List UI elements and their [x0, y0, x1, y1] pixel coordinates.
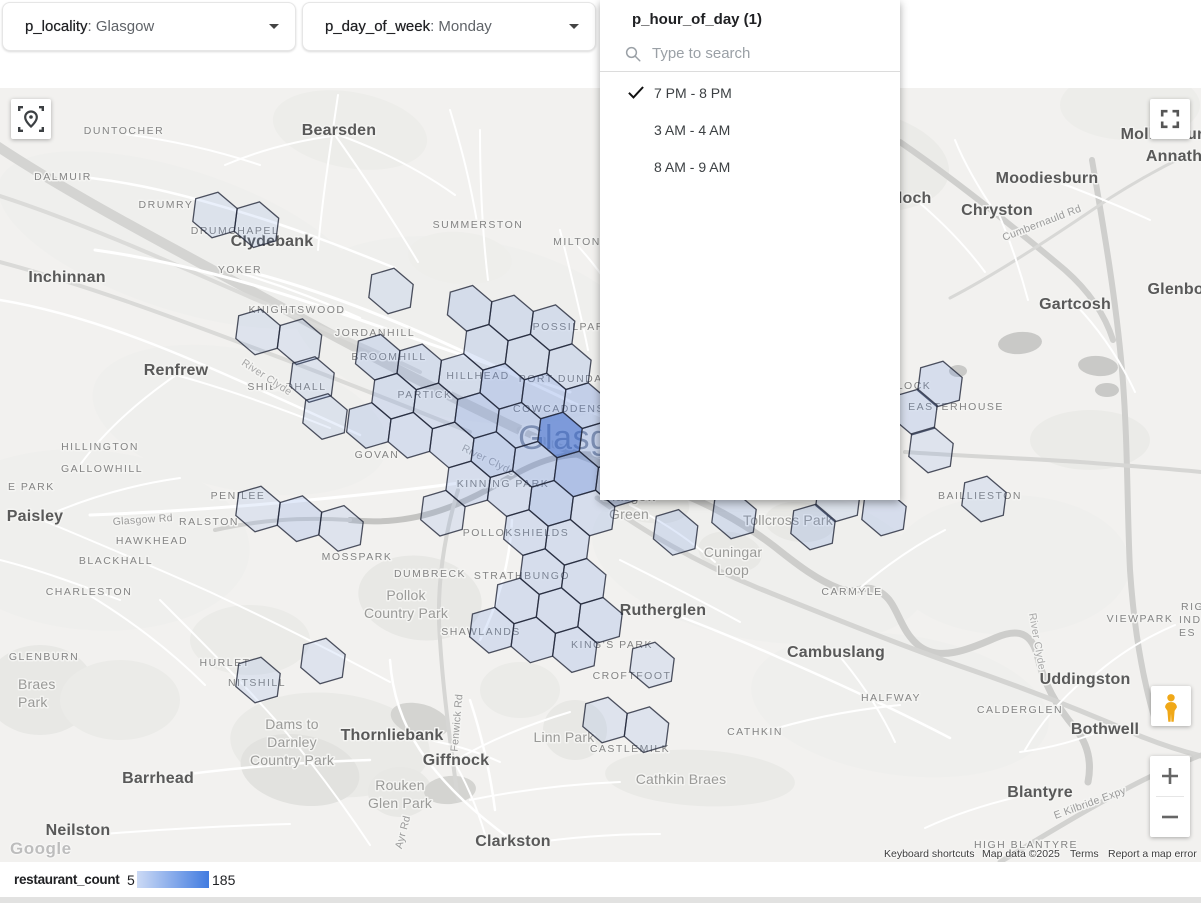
- svg-text:Pollok: Pollok: [386, 587, 426, 603]
- svg-text:BLACKHALL: BLACKHALL: [79, 555, 153, 567]
- svg-text:Loop: Loop: [717, 562, 749, 578]
- svg-text:BROOMHILL: BROOMHILL: [351, 351, 426, 363]
- svg-text:Rouken: Rouken: [375, 777, 424, 793]
- svg-text:E PARK: E PARK: [8, 481, 55, 493]
- svg-text:Clarkston: Clarkston: [475, 833, 551, 850]
- svg-text:Braes: Braes: [18, 676, 56, 692]
- svg-text:LOCK: LOCK: [897, 380, 932, 392]
- svg-text:DUMBRECK: DUMBRECK: [394, 568, 466, 580]
- svg-text:Barrhead: Barrhead: [122, 770, 194, 787]
- svg-text:Paisley: Paisley: [7, 508, 64, 525]
- svg-text:Linn Park: Linn Park: [534, 729, 596, 745]
- svg-text:Thornliebank: Thornliebank: [341, 727, 444, 744]
- svg-text:JORDANHILL: JORDANHILL: [335, 327, 415, 339]
- svg-text:GOVAN: GOVAN: [355, 449, 400, 461]
- svg-text:Gartcosh: Gartcosh: [1039, 296, 1111, 313]
- svg-text:Inchinnan: Inchinnan: [28, 269, 105, 286]
- svg-text:Tollcross Park: Tollcross Park: [743, 512, 834, 528]
- svg-text:Park: Park: [18, 694, 48, 710]
- svg-text:SUMMERSTON: SUMMERSTON: [433, 219, 524, 231]
- svg-text:Moodiesburn: Moodiesburn: [996, 170, 1099, 187]
- svg-text:Darnley: Darnley: [267, 734, 317, 750]
- svg-text:Chryston: Chryston: [961, 202, 1033, 219]
- svg-text:HIGH BLANTYRE: HIGH BLANTYRE: [974, 839, 1078, 851]
- svg-text:BAILLIESTON: BAILLIESTON: [938, 490, 1022, 502]
- svg-text:Blantyre: Blantyre: [1007, 784, 1073, 801]
- svg-text:HILLHEAD: HILLHEAD: [446, 370, 509, 382]
- svg-text:CATHKIN: CATHKIN: [727, 726, 783, 738]
- svg-text:COWCADDENS: COWCADDENS: [513, 403, 605, 415]
- svg-text:CROFTFOOT: CROFTFOOT: [593, 670, 672, 682]
- svg-text:INDUS: INDUS: [1179, 614, 1201, 626]
- svg-text:POSSILPARK: POSSILPARK: [533, 321, 614, 333]
- svg-text:DUNTOCHER: DUNTOCHER: [84, 125, 164, 137]
- svg-text:Glenboig: Glenboig: [1148, 281, 1201, 298]
- svg-text:HILLINGTON: HILLINGTON: [61, 441, 139, 453]
- svg-text:CARMYLE: CARMYLE: [821, 586, 882, 598]
- svg-text:DALMUIR: DALMUIR: [34, 171, 92, 183]
- svg-text:GALLOWHILL: GALLOWHILL: [61, 463, 143, 475]
- svg-text:HAWKHEAD: HAWKHEAD: [116, 535, 188, 547]
- svg-text:Annathill: Annathill: [1146, 148, 1201, 165]
- svg-text:Bearsden: Bearsden: [302, 122, 377, 139]
- svg-text:Country Park: Country Park: [364, 605, 449, 621]
- svg-text:PENILEE: PENILEE: [211, 490, 266, 502]
- svg-text:DRUMRY: DRUMRY: [139, 199, 194, 211]
- svg-text:Cuningar: Cuningar: [704, 544, 763, 560]
- svg-text:NITSHILL: NITSHILL: [228, 677, 286, 689]
- svg-text:Country Park: Country Park: [250, 752, 335, 768]
- svg-text:STRATHBUNGO: STRATHBUNGO: [474, 570, 570, 582]
- svg-text:CASTLEMILK: CASTLEMILK: [590, 743, 670, 755]
- svg-text:SHIELDHALL: SHIELDHALL: [247, 381, 326, 393]
- svg-text:KNIGHTSWOOD: KNIGHTSWOOD: [249, 304, 346, 316]
- svg-text:HALFWAY: HALFWAY: [861, 692, 921, 704]
- svg-text:RALSTON: RALSTON: [179, 516, 239, 528]
- svg-text:EASTERHOUSE: EASTERHOUSE: [908, 401, 1004, 413]
- svg-text:HURLET: HURLET: [199, 657, 250, 669]
- svg-text:POLLOKSHIELDS: POLLOKSHIELDS: [463, 527, 569, 539]
- svg-text:CALDERGLEN: CALDERGLEN: [977, 704, 1063, 716]
- svg-text:Uddingston: Uddingston: [1040, 671, 1131, 688]
- svg-text:Bothwell: Bothwell: [1071, 721, 1139, 738]
- svg-text:SHAWLANDS: SHAWLANDS: [441, 626, 521, 638]
- svg-text:Green: Green: [609, 506, 649, 522]
- svg-text:Renfrew: Renfrew: [144, 362, 209, 379]
- svg-text:Glen Park: Glen Park: [368, 795, 433, 811]
- svg-text:Neilston: Neilston: [46, 822, 111, 839]
- svg-text:YOKER: YOKER: [218, 264, 262, 276]
- svg-text:VIEWPARK: VIEWPARK: [1107, 613, 1174, 625]
- svg-text:GLENBURN: GLENBURN: [9, 651, 79, 663]
- svg-text:Cathkin Braes: Cathkin Braes: [636, 771, 727, 787]
- svg-text:Giffnock: Giffnock: [423, 752, 490, 769]
- svg-text:Rutherglen: Rutherglen: [620, 602, 706, 619]
- svg-text:MOSSPARK: MOSSPARK: [322, 551, 393, 563]
- svg-text:CHARLESTON: CHARLESTON: [46, 586, 133, 598]
- svg-text:RIG: RIG: [1181, 601, 1201, 613]
- svg-text:PARTICK: PARTICK: [397, 389, 452, 401]
- svg-text:ES: ES: [1179, 627, 1196, 639]
- svg-text:Cambuslang: Cambuslang: [787, 644, 885, 661]
- svg-text:Glasgow Rd: Glasgow Rd: [112, 512, 173, 528]
- svg-text:MILTON: MILTON: [553, 236, 601, 248]
- svg-text:Dams to: Dams to: [265, 716, 319, 732]
